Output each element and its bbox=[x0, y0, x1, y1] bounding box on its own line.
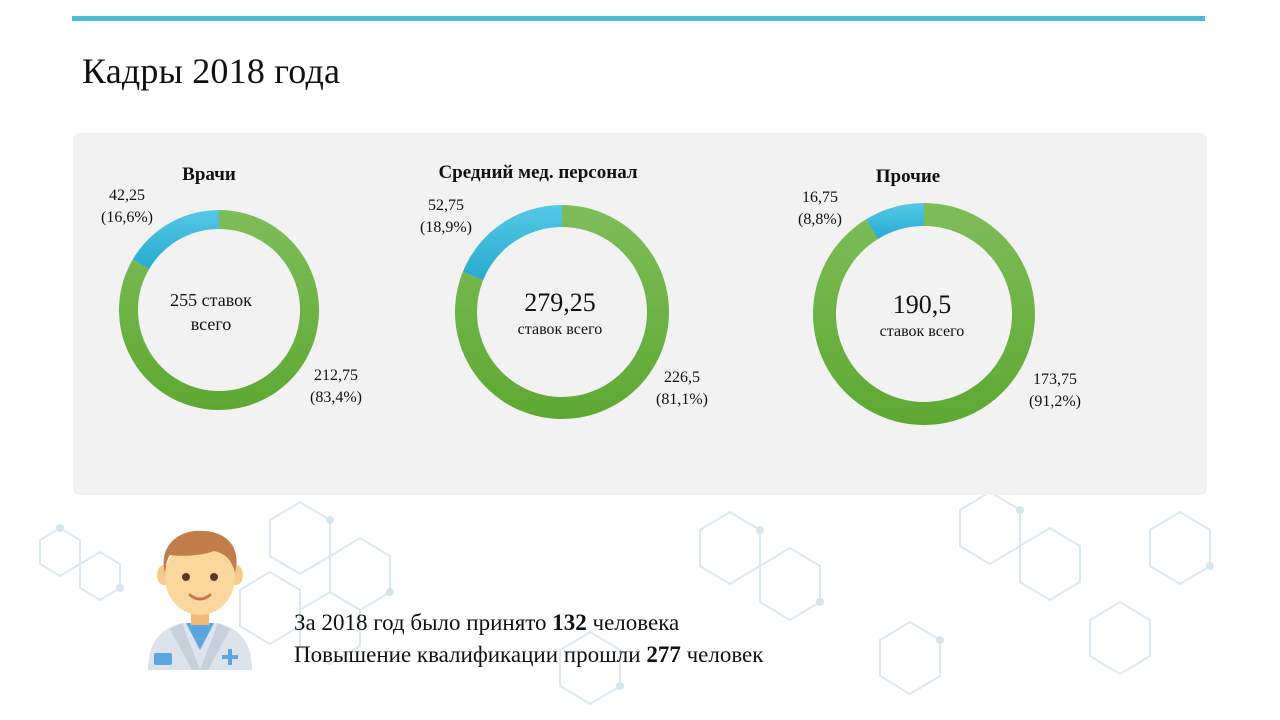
data-label-minor-percent: (8,8%) bbox=[798, 211, 842, 228]
data-label-major-percent: (83,4%) bbox=[310, 389, 362, 406]
data-label-minor-percent: (18,9%) bbox=[420, 219, 472, 236]
staff-summary: За 2018 год было принято 132 человека По… bbox=[294, 607, 763, 671]
data-label-major-value: 212,75 bbox=[314, 367, 358, 384]
top-accent-bar bbox=[72, 16, 1205, 21]
donut-chart-2: Средний мед. персонал 279,25 ставок всего 5… bbox=[420, 162, 708, 419]
training-line: Повышение квалификации прошли 277 челове… bbox=[294, 642, 764, 667]
doctor-avatar-icon bbox=[148, 530, 252, 670]
data-label-major-percent: (81,1%) bbox=[656, 391, 708, 408]
hired-count: 132 bbox=[552, 610, 587, 635]
data-label-minor-value: 42,25 bbox=[109, 187, 145, 204]
chart-title: Средний мед. персонал bbox=[438, 162, 637, 183]
training-count: 277 bbox=[646, 642, 681, 667]
donut-chart-3: Прочие 190,5 ставок всего 16,75 (8,8%) 173,75… bbox=[798, 166, 1081, 425]
center-total-sub: ставок всего bbox=[518, 321, 603, 338]
center-total-sub: ставок всего bbox=[880, 323, 965, 340]
center-total-label: 255 ставок bbox=[170, 290, 252, 310]
data-label-major-value: 226,5 bbox=[664, 369, 700, 386]
data-label-minor-value: 52,75 bbox=[428, 197, 464, 214]
data-label-minor-value: 16,75 bbox=[802, 189, 838, 206]
center-total-sub: всего bbox=[191, 314, 232, 334]
slice-minor bbox=[462, 205, 562, 281]
hexagon-pattern-background bbox=[39, 490, 1214, 706]
center-total-label: 279,25 bbox=[524, 288, 596, 317]
slice-minor bbox=[865, 203, 924, 240]
chart-title: Врачи bbox=[182, 164, 236, 185]
chart-title: Прочие bbox=[876, 166, 940, 187]
data-label-minor-percent: (16,6%) bbox=[101, 209, 153, 226]
donut-chart-1: Врачи 255 ставок всего 42,25 (16,6%) 212,75 (8… bbox=[101, 164, 362, 410]
data-label-major-percent: (91,2%) bbox=[1029, 393, 1081, 410]
hired-line: За 2018 год было принято 132 человека bbox=[294, 610, 680, 635]
page-title: Кадры 2018 года bbox=[82, 51, 341, 91]
center-total-label: 190,5 bbox=[893, 290, 952, 319]
data-label-major-value: 173,75 bbox=[1033, 371, 1077, 388]
slice-minor bbox=[132, 210, 219, 270]
